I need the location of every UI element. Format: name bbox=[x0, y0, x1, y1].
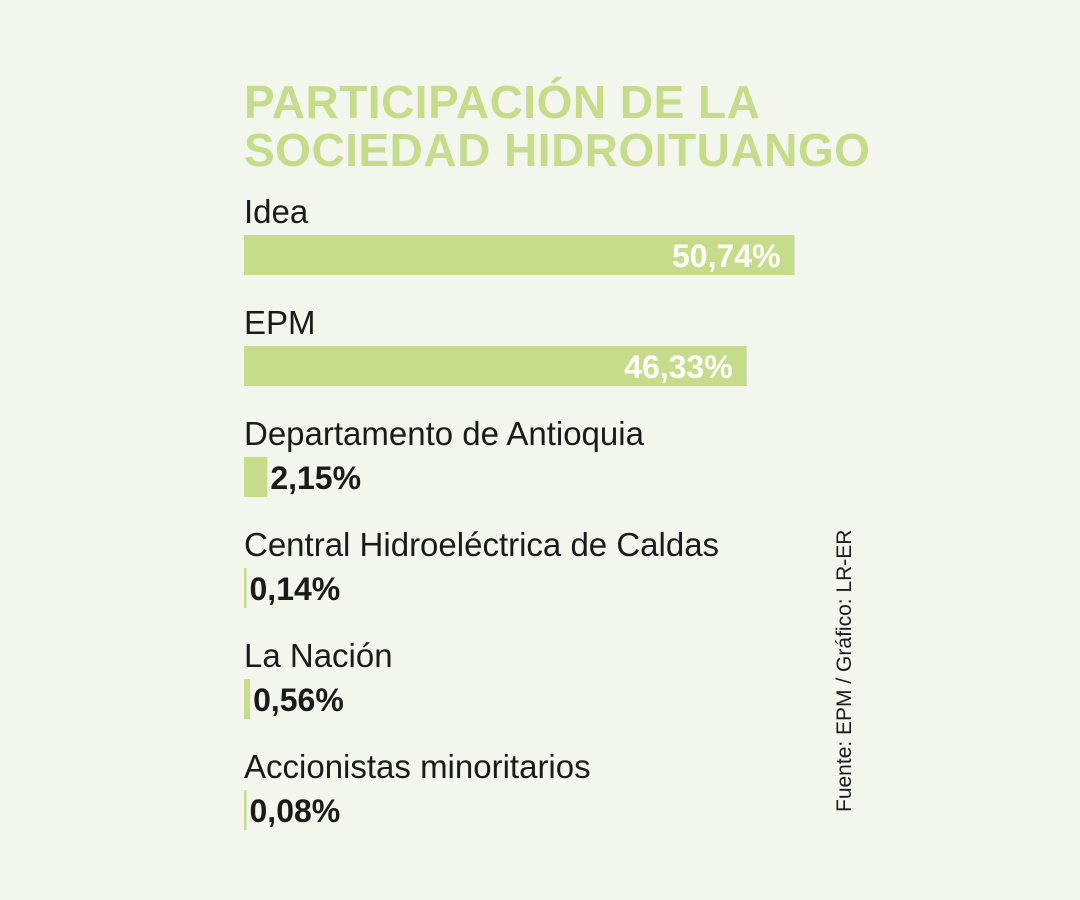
bar bbox=[244, 679, 251, 719]
category-label: La Nación bbox=[244, 637, 393, 674]
value-label: 0,14% bbox=[250, 571, 341, 607]
category-label: EPM bbox=[244, 304, 316, 341]
bar bbox=[244, 457, 268, 497]
bar bbox=[244, 346, 747, 386]
category-label: Accionistas minoritarios bbox=[244, 748, 591, 785]
value-label: 0,08% bbox=[250, 793, 341, 829]
value-label: 46,33% bbox=[624, 349, 733, 385]
chart-title-line-2: SOCIEDAD HIDROITUANGO bbox=[244, 124, 870, 176]
bar bbox=[244, 568, 247, 608]
source-note: Fuente: EPM / Gráfico: LR-ER bbox=[833, 530, 856, 812]
bar bbox=[244, 235, 795, 275]
chart-title-line-1: PARTICIPACIÓN DE LA bbox=[244, 76, 760, 128]
category-label: Departamento de Antioquia bbox=[244, 415, 645, 452]
category-label: Idea bbox=[244, 193, 309, 230]
bar bbox=[244, 790, 247, 830]
value-label: 0,56% bbox=[253, 682, 344, 718]
value-label: 2,15% bbox=[270, 460, 361, 496]
bar-group: Idea 50,74% EPM 46,33% Departamento de Antio… bbox=[244, 193, 795, 830]
category-label: Central Hidroeléctrica de Caldas bbox=[244, 526, 719, 563]
value-label: 50,74% bbox=[672, 238, 781, 274]
